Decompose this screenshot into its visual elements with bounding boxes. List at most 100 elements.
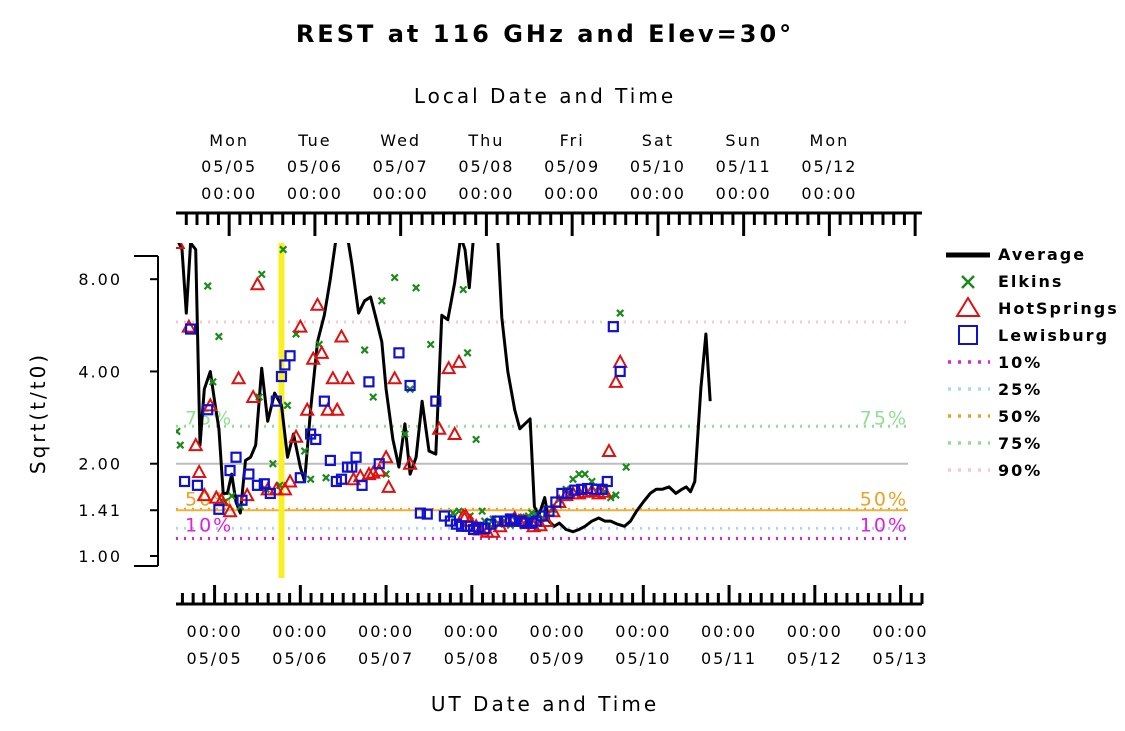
legend-label: Elkins: [998, 272, 1063, 291]
hotsprings-point: [282, 473, 298, 488]
lewisburg-point: [421, 508, 433, 520]
hotsprings-point: [365, 464, 381, 479]
lewisburg-point: [202, 404, 214, 416]
lewisburg-point: [590, 483, 602, 495]
hotsprings-point: [176, 243, 186, 249]
lewisburg-point: [258, 478, 270, 490]
top-tick-time: 00:00: [801, 184, 857, 203]
hotsprings-point: [222, 503, 238, 518]
bottom-tick-date: 05/10: [615, 649, 671, 668]
hotsprings-point: [329, 401, 345, 416]
lewisburg-point: [556, 487, 568, 500]
pct50-label: 50%: [860, 488, 908, 510]
legend-label: 50%: [998, 407, 1042, 426]
pct10-label: 10%: [185, 515, 233, 537]
hotsprings-point: [245, 388, 261, 404]
lewisburg-point: [310, 433, 322, 446]
legend-swatch-x: [961, 275, 975, 289]
legend-item-25pct: 25%: [948, 380, 1042, 399]
lewisburg-point: [224, 464, 236, 477]
bottom-tick-time: 00:00: [444, 622, 500, 641]
top-tick-time: 00:00: [544, 184, 600, 203]
legend-label: 75%: [998, 434, 1042, 453]
top-tick-day: Sun: [725, 131, 761, 150]
lewisburg-point: [335, 473, 348, 485]
lewisburg-point: [350, 451, 362, 463]
lewisburg-point: [264, 487, 276, 500]
lewisburg-point: [491, 515, 504, 527]
elkins-point: [203, 282, 212, 291]
lewisburg-point: [363, 376, 375, 388]
lewisburg-point: [607, 321, 619, 333]
elkins-point: [214, 332, 223, 341]
hotsprings-point: [608, 373, 624, 388]
bottom-tick-time: 00:00: [530, 622, 586, 641]
hotsprings-point: [196, 487, 212, 502]
lewisburg-point: [562, 487, 574, 500]
top-tick-date: 05/06: [287, 157, 343, 176]
top-tick-time: 00:00: [287, 184, 343, 203]
bottom-tick-time: 00:00: [187, 622, 243, 641]
elkins-point: [208, 377, 217, 386]
lewisburg-point: [324, 454, 336, 467]
legend-item-90pct: 90%: [948, 461, 1040, 480]
lewisburg-point: [284, 350, 296, 362]
chart-title: REST at 116 GHz and Elev=30°: [296, 20, 794, 48]
elkins-point: [426, 340, 435, 349]
elkins-point: [463, 348, 472, 357]
top-tick-date: 05/07: [373, 157, 429, 176]
elkins-point: [268, 459, 277, 468]
bottom-tick-date: 05/09: [530, 649, 586, 668]
hotsprings-point: [188, 437, 204, 452]
hotsprings-point: [249, 276, 266, 291]
hotsprings-point: [288, 428, 304, 443]
top-axis-title: Local Date and Time: [414, 84, 676, 108]
legend-label: 10%: [998, 353, 1042, 372]
top-tick-day: Thu: [467, 131, 504, 150]
pct75-label: 75%: [860, 407, 908, 429]
legend-label: 25%: [998, 380, 1042, 399]
elkins-point: [300, 447, 309, 456]
legend-item-lewisburg: Lewisburg: [958, 325, 1109, 345]
y-tick-label: 2.00: [78, 455, 122, 474]
lewisburg-point: [243, 468, 255, 480]
lewisburg-point: [236, 494, 248, 506]
lewisburg-point: [473, 521, 485, 533]
lewisburg-point: [430, 395, 442, 407]
top-tick-date: 05/08: [458, 157, 514, 176]
elkins-point: [412, 283, 421, 292]
lewisburg-point: [575, 483, 588, 495]
lewisburg-point: [485, 518, 497, 530]
lewisburg-point: [455, 520, 468, 532]
elkins-point: [322, 473, 331, 482]
hotsprings-point: [378, 449, 394, 464]
hotsprings-point: [402, 455, 418, 470]
hotsprings-point: [380, 478, 397, 493]
elkins-point: [283, 401, 292, 410]
hotsprings-point: [325, 370, 341, 385]
y-tick-label: 1.41: [78, 501, 122, 520]
hotsprings-point: [320, 401, 336, 416]
legend-item-50pct: 50%: [948, 407, 1042, 426]
lewisburg-point: [550, 496, 562, 508]
bottom-tick-time: 00:00: [873, 622, 929, 641]
lewisburg-point: [318, 395, 330, 407]
lewisburg-point: [213, 503, 225, 515]
pct10-label: 10%: [860, 515, 908, 537]
legend-label: Lewisburg: [998, 326, 1109, 345]
elkins-point: [459, 285, 468, 294]
elkins-point: [448, 509, 457, 518]
legend-label: HotSprings: [998, 299, 1119, 318]
elkins-point: [306, 475, 315, 484]
lewisburg-point: [251, 479, 264, 491]
top-tick-day: Sat: [642, 131, 674, 150]
hotsprings-point: [431, 420, 447, 435]
axes: 1.00 1.41 2.00 4.00 8.00 00:00 05/05 00:00 05/06…: [78, 131, 929, 668]
bottom-tick-date: 05/06: [272, 649, 328, 668]
legend-item-elkins: Elkins: [961, 272, 1063, 291]
hotsprings-point: [386, 370, 403, 385]
hotsprings-point: [584, 482, 600, 497]
bottom-tick-time: 00:00: [272, 622, 328, 641]
elkins-point: [257, 270, 266, 279]
